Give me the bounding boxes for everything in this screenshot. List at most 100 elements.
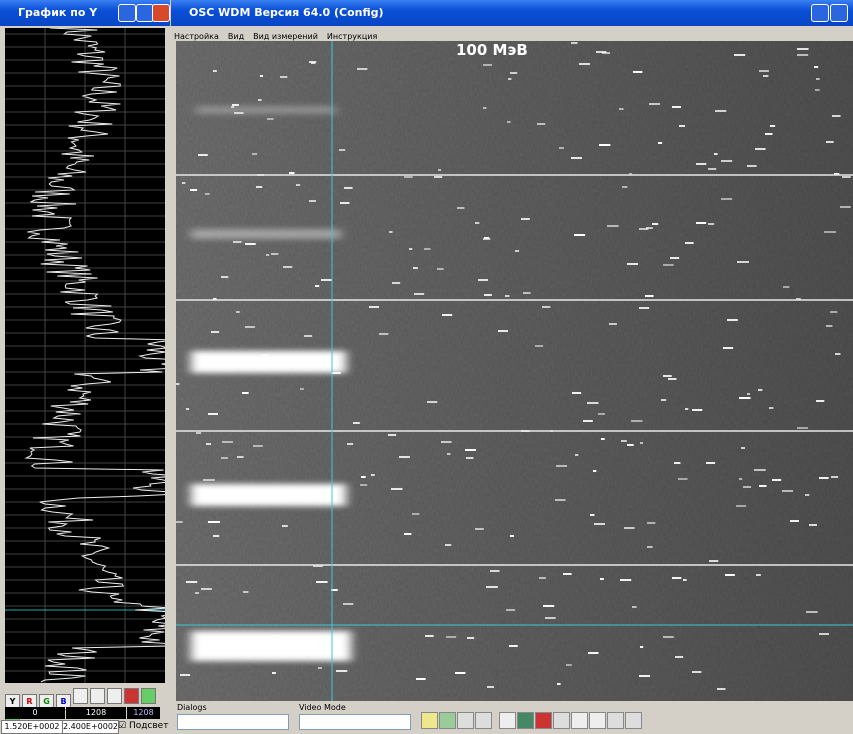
speckle bbox=[427, 401, 437, 403]
speckle bbox=[587, 402, 598, 404]
speckle bbox=[639, 675, 650, 677]
tool-button[interactable] bbox=[475, 712, 492, 729]
speckle bbox=[357, 68, 367, 70]
tool-button[interactable] bbox=[571, 712, 588, 729]
speckle bbox=[425, 635, 434, 637]
speckle bbox=[563, 573, 572, 575]
tool-button[interactable] bbox=[439, 712, 456, 729]
speckle bbox=[715, 110, 726, 112]
speckle bbox=[186, 581, 197, 583]
speckle bbox=[815, 89, 820, 91]
speckle bbox=[203, 479, 215, 481]
speckle bbox=[198, 154, 208, 156]
speckle bbox=[743, 486, 751, 488]
speckle bbox=[819, 477, 829, 479]
tool-button[interactable] bbox=[589, 712, 606, 729]
speckle bbox=[627, 263, 638, 265]
speckle bbox=[195, 592, 199, 594]
speckle bbox=[685, 242, 694, 244]
speckle bbox=[840, 206, 851, 208]
speckle bbox=[763, 75, 768, 77]
speckle bbox=[571, 42, 578, 44]
speckle bbox=[566, 664, 572, 666]
speckle bbox=[232, 104, 239, 106]
speckle bbox=[640, 442, 643, 444]
field: 1208 bbox=[66, 707, 126, 719]
speckle bbox=[347, 443, 353, 445]
speckle bbox=[765, 133, 772, 135]
speckle bbox=[438, 169, 441, 171]
field: 1208 bbox=[127, 707, 160, 719]
speckle bbox=[622, 186, 627, 188]
tool-button[interactable] bbox=[90, 688, 105, 704]
speckle bbox=[620, 579, 631, 581]
checkbox[interactable]: ☑ Подсвет bbox=[118, 720, 170, 732]
close-button[interactable] bbox=[830, 4, 848, 22]
speckle bbox=[339, 149, 345, 151]
speckle bbox=[675, 656, 683, 658]
video-frame: 100 МэВ bbox=[176, 41, 853, 701]
speckle bbox=[176, 521, 183, 523]
tool-button[interactable] bbox=[421, 712, 438, 729]
speckle bbox=[692, 671, 701, 673]
minimize-button[interactable] bbox=[118, 4, 136, 22]
speckle bbox=[483, 64, 492, 66]
speckle bbox=[424, 248, 431, 250]
dialogs-combo[interactable] bbox=[177, 714, 289, 730]
menu-item[interactable]: Вид измерений bbox=[253, 32, 318, 41]
speckle bbox=[236, 311, 240, 313]
speckle bbox=[814, 66, 818, 68]
speckle bbox=[537, 123, 545, 125]
speckle bbox=[190, 189, 197, 191]
graph bbox=[5, 28, 165, 683]
speckle bbox=[672, 577, 681, 579]
window-title: OSC WDM Версия 64.0 (Config) bbox=[189, 6, 384, 19]
speckle bbox=[583, 420, 593, 422]
tool-button[interactable] bbox=[535, 712, 552, 729]
group-label: Video Mode bbox=[299, 703, 346, 712]
speckle bbox=[588, 652, 598, 654]
speckle bbox=[758, 389, 762, 391]
menu-item[interactable]: Настройка bbox=[174, 32, 219, 41]
speckle bbox=[392, 282, 400, 284]
speckle bbox=[670, 257, 679, 259]
tool-button[interactable] bbox=[124, 688, 139, 704]
speckle bbox=[739, 397, 750, 399]
speckle bbox=[806, 611, 818, 613]
speckle bbox=[389, 231, 393, 233]
speckle bbox=[816, 400, 824, 402]
tool-button[interactable] bbox=[499, 712, 516, 729]
overlay-label: 100 МэВ bbox=[456, 41, 528, 59]
speckle bbox=[672, 106, 681, 108]
menu-item[interactable]: Вид bbox=[228, 32, 244, 41]
speckle bbox=[739, 478, 742, 480]
speckle bbox=[639, 307, 649, 309]
speckle bbox=[455, 672, 465, 674]
speckle bbox=[831, 476, 838, 478]
video-mode-combo[interactable] bbox=[299, 714, 411, 730]
tool-button[interactable] bbox=[141, 688, 156, 704]
tool-button[interactable] bbox=[553, 712, 570, 729]
speckle bbox=[245, 326, 255, 328]
speckle bbox=[594, 523, 605, 525]
speckle bbox=[556, 465, 567, 467]
minimize-button[interactable] bbox=[811, 4, 829, 22]
tool-button[interactable] bbox=[625, 712, 642, 729]
tool-button[interactable] bbox=[517, 712, 534, 729]
tool-button[interactable] bbox=[73, 688, 88, 704]
speckle bbox=[233, 241, 242, 243]
speckle bbox=[465, 449, 476, 451]
close-button[interactable] bbox=[152, 4, 170, 22]
speckle bbox=[486, 586, 498, 588]
speckle bbox=[619, 108, 624, 110]
speckle bbox=[221, 457, 228, 459]
speckle bbox=[447, 453, 450, 455]
speckle bbox=[816, 78, 820, 80]
speckle bbox=[446, 636, 456, 638]
speckle bbox=[208, 521, 220, 523]
tool-button[interactable] bbox=[607, 712, 624, 729]
speckle bbox=[304, 335, 312, 337]
menu-item[interactable]: Инструкция bbox=[327, 32, 377, 41]
tool-button[interactable] bbox=[457, 712, 474, 729]
tool-button[interactable] bbox=[107, 688, 122, 704]
